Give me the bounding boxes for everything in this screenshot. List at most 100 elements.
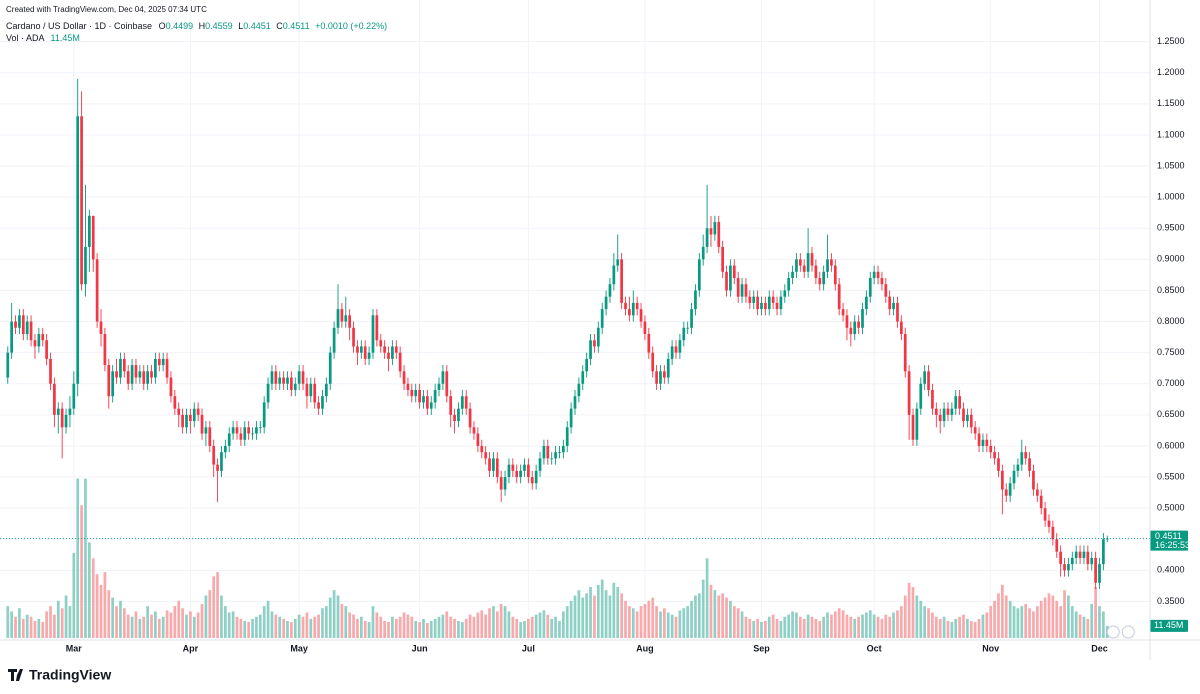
volume-value: 11.45M bbox=[51, 33, 80, 43]
candle-body bbox=[356, 346, 359, 353]
candle-body bbox=[1090, 557, 1094, 565]
candle-body bbox=[157, 358, 161, 366]
candle-body bbox=[608, 284, 612, 297]
y-tick-label: 0.7500 bbox=[1157, 347, 1185, 357]
candle-body bbox=[130, 365, 134, 384]
volume-bar bbox=[56, 600, 60, 638]
volume-bar bbox=[181, 608, 184, 638]
volume-bar bbox=[830, 614, 833, 638]
volume-bar bbox=[255, 616, 258, 638]
candle-body bbox=[282, 377, 285, 384]
volume-bar bbox=[220, 595, 223, 638]
volume-bar bbox=[173, 606, 177, 638]
volume-bar bbox=[130, 616, 134, 638]
volume-bar bbox=[546, 614, 550, 638]
volume-bar bbox=[1016, 608, 1020, 638]
candle-body bbox=[915, 408, 919, 440]
volume-bar bbox=[868, 610, 872, 638]
volume-bar bbox=[18, 608, 21, 638]
ohlc-value: 0.4511 bbox=[283, 21, 310, 31]
candle-body bbox=[1008, 483, 1012, 496]
candle-body bbox=[927, 371, 930, 390]
volume-bar bbox=[305, 612, 309, 638]
volume-bar bbox=[49, 606, 52, 638]
candle-body bbox=[422, 396, 425, 403]
logo-mark bbox=[8, 669, 23, 681]
volume-bar bbox=[678, 610, 682, 638]
volume-bar bbox=[208, 590, 212, 638]
volume-bar bbox=[620, 593, 623, 638]
volume-bar bbox=[41, 622, 45, 638]
candle-body bbox=[542, 445, 546, 459]
volume-bar bbox=[565, 606, 569, 638]
candle-body bbox=[270, 371, 274, 384]
candle-body bbox=[426, 396, 429, 409]
volume-bar bbox=[934, 616, 938, 638]
volume-bar bbox=[616, 587, 620, 638]
candle-body bbox=[150, 371, 153, 378]
candle-body bbox=[876, 271, 880, 279]
candle-body bbox=[301, 371, 305, 384]
volume-bar bbox=[185, 614, 188, 638]
volume-bar bbox=[154, 611, 157, 638]
volume-bar bbox=[169, 612, 173, 638]
x-tick-label: Dec bbox=[1091, 643, 1108, 653]
ohlc-value: 0.4451 bbox=[243, 21, 271, 31]
candle-body bbox=[1035, 489, 1039, 496]
volume-bar bbox=[585, 593, 589, 638]
candle-body bbox=[1059, 551, 1063, 565]
candle-body bbox=[666, 358, 670, 378]
x-tick-label: May bbox=[290, 643, 308, 653]
candle-body bbox=[68, 408, 72, 415]
volume-bar bbox=[410, 616, 414, 638]
volume-bar bbox=[21, 618, 25, 638]
candle-body bbox=[849, 327, 853, 334]
candle-body bbox=[624, 302, 627, 310]
volume-bar bbox=[694, 595, 697, 638]
volume-bar bbox=[1067, 595, 1070, 638]
candle-body bbox=[1098, 564, 1101, 583]
volume-bar bbox=[344, 606, 348, 638]
candle-body bbox=[227, 433, 231, 446]
volume-bar bbox=[189, 611, 192, 638]
volume-bar bbox=[767, 616, 771, 638]
ohlc-label: H bbox=[199, 21, 206, 31]
candle-body bbox=[966, 414, 969, 422]
volume-bar bbox=[608, 595, 612, 638]
volume-bar bbox=[359, 616, 363, 638]
volume-bar bbox=[950, 622, 954, 638]
volume-bar bbox=[37, 618, 41, 638]
candle-body bbox=[134, 365, 138, 378]
volume-bar bbox=[604, 590, 608, 638]
candle-body bbox=[196, 408, 200, 415]
volume-bar bbox=[1070, 606, 1074, 638]
volume-bar bbox=[379, 616, 383, 638]
candle-body bbox=[546, 445, 550, 459]
volume-bar bbox=[262, 606, 266, 638]
volume-bar bbox=[989, 606, 993, 638]
candle-body bbox=[1028, 458, 1031, 471]
candle-body bbox=[888, 296, 892, 310]
volume-bar bbox=[861, 614, 864, 638]
volume-bar bbox=[628, 606, 631, 638]
candle-body bbox=[235, 427, 239, 434]
volume-bar bbox=[290, 622, 293, 638]
volume-bar bbox=[997, 593, 1000, 638]
candle-body bbox=[344, 315, 348, 322]
candle-body bbox=[255, 427, 258, 434]
countdown: 16:25:53 bbox=[1155, 540, 1190, 550]
volume-bar bbox=[538, 612, 542, 638]
volume-bar bbox=[709, 584, 713, 638]
candle-body bbox=[379, 340, 383, 347]
candle-body bbox=[165, 358, 169, 378]
y-tick-label: 0.3500 bbox=[1157, 596, 1185, 606]
volume-bar bbox=[791, 611, 794, 638]
last-price-box bbox=[1150, 530, 1188, 551]
candle-body bbox=[830, 259, 833, 266]
volume-bar bbox=[25, 614, 29, 638]
ohlc-label: L bbox=[238, 21, 243, 31]
candle-body bbox=[725, 271, 728, 291]
brand-name: TradingView bbox=[29, 667, 111, 683]
candle-body bbox=[934, 408, 938, 415]
volume-bar bbox=[414, 621, 418, 638]
